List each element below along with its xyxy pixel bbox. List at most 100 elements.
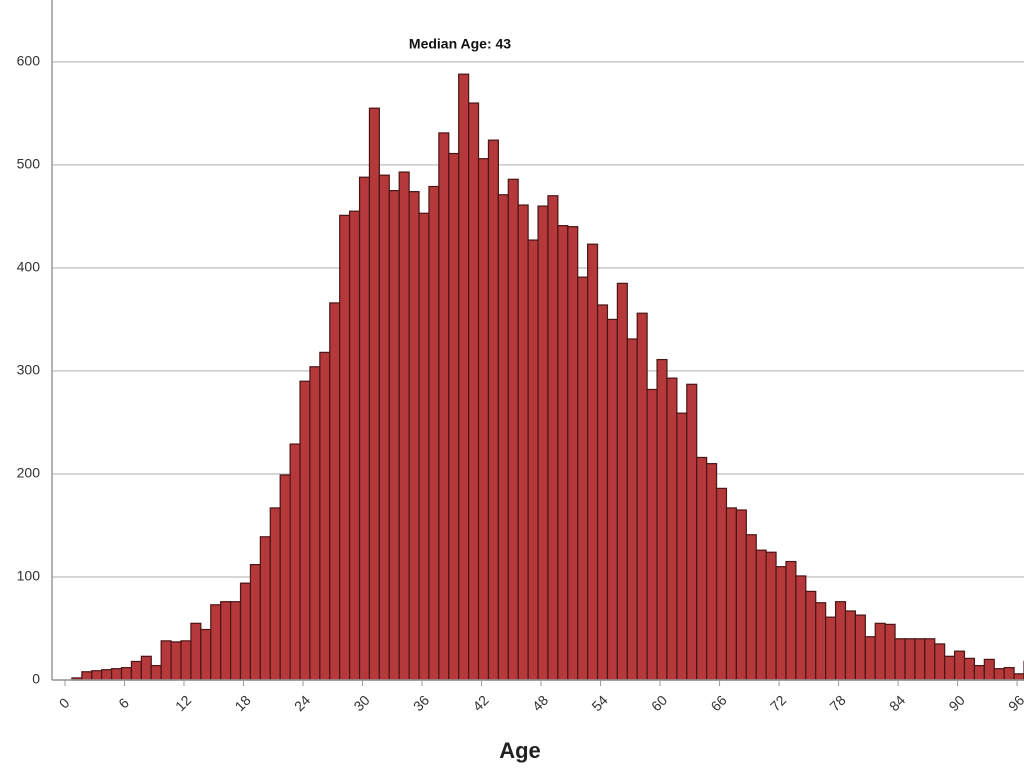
bar (329, 302, 341, 681)
bar (547, 195, 559, 681)
bar (239, 582, 252, 681)
bar (150, 664, 162, 681)
bar (924, 638, 936, 681)
bar (686, 383, 698, 681)
bar (706, 463, 718, 681)
bar (606, 318, 618, 681)
bar (825, 616, 837, 681)
y-tick-label: 400 (17, 259, 41, 275)
y-tick-label: 0 (32, 671, 40, 687)
bar (676, 412, 688, 681)
bar (983, 658, 995, 681)
bar (666, 377, 678, 681)
bar (448, 152, 460, 681)
bar (1003, 667, 1015, 681)
x-tick-label: 54 (588, 692, 610, 714)
bar (874, 622, 886, 681)
bar (418, 212, 430, 681)
annotation: Median Age: 43 (409, 36, 511, 52)
bar (696, 456, 708, 681)
bar (319, 351, 331, 681)
bar (229, 601, 242, 681)
bar (745, 534, 757, 681)
x-tick-label: 60 (648, 692, 670, 714)
bar (517, 204, 529, 681)
x-tick-label: 24 (291, 692, 313, 714)
bar (110, 668, 123, 681)
x-tick-label: 36 (410, 692, 432, 714)
y-tick-label: 200 (17, 465, 41, 481)
bar (259, 536, 271, 681)
x-tick-label: 48 (529, 692, 551, 714)
x-tick-label: 96 (1005, 692, 1024, 714)
bar (378, 174, 390, 681)
x-tick-label: 66 (707, 692, 729, 714)
bar (914, 638, 926, 681)
y-tick-label: 100 (17, 568, 41, 584)
bar (249, 564, 261, 681)
y-tick-label: 500 (17, 156, 41, 172)
bar (91, 670, 103, 681)
bar (795, 575, 807, 681)
bar (170, 641, 182, 681)
bar (735, 509, 747, 681)
y-tick-label: 600 (17, 53, 41, 69)
bar (368, 107, 380, 681)
bar (834, 601, 847, 681)
bar (567, 226, 579, 681)
x-tick-label: 72 (767, 692, 789, 714)
bar (864, 636, 876, 681)
x-tick-label: 18 (231, 692, 253, 714)
bar (854, 614, 866, 681)
bar (596, 304, 609, 681)
bar (458, 73, 470, 681)
bar (815, 602, 827, 681)
bar (81, 671, 93, 681)
bar (944, 655, 956, 681)
x-tick-label: 78 (826, 692, 848, 714)
bar (587, 243, 599, 681)
bar (1013, 673, 1024, 681)
bar (765, 551, 777, 681)
x-tick-label: 90 (945, 692, 967, 714)
bar (557, 225, 569, 681)
bar (289, 443, 301, 681)
bar (428, 185, 440, 681)
bar (953, 650, 966, 681)
bar (160, 640, 172, 681)
x-axis-label: Age (499, 738, 541, 763)
bar (269, 507, 281, 681)
bar (477, 158, 490, 681)
bar (408, 191, 420, 681)
bar (805, 590, 817, 681)
x-tick-label: 42 (469, 692, 491, 714)
y-tick-label: 300 (17, 362, 41, 378)
bar (537, 205, 549, 681)
bar (120, 667, 133, 681)
bar (487, 139, 499, 681)
bar (785, 560, 797, 681)
bar (339, 214, 351, 681)
bar (656, 358, 668, 681)
bar (775, 566, 787, 681)
bar (646, 388, 658, 681)
bar (636, 312, 648, 681)
bar (200, 628, 212, 681)
bar (527, 239, 539, 681)
bar (468, 102, 480, 681)
bar (715, 487, 728, 681)
bar (101, 669, 113, 681)
bar (844, 610, 857, 681)
bar (349, 210, 361, 681)
bar (725, 507, 737, 681)
bar (894, 638, 906, 681)
bar (884, 623, 896, 681)
bar (220, 601, 232, 681)
bar (497, 194, 509, 681)
bar (299, 380, 311, 681)
bar (130, 660, 142, 681)
bar (210, 604, 222, 681)
bar (180, 640, 192, 681)
bar (438, 132, 450, 681)
